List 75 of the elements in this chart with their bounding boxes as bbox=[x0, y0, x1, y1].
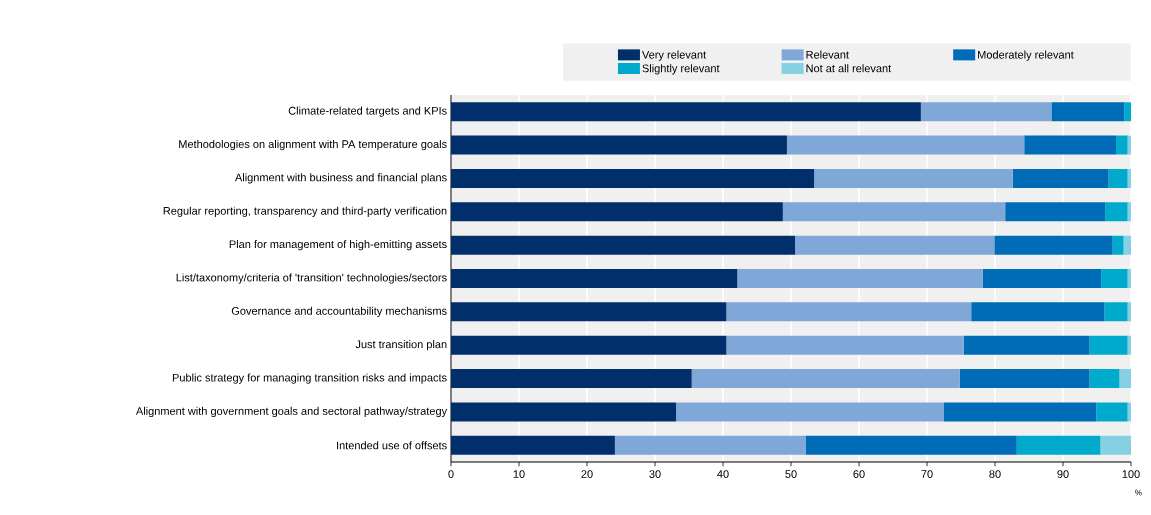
bar bbox=[451, 402, 677, 422]
y-tick-label: Plan for management of high-emitting assets bbox=[229, 240, 447, 251]
y-tick-label: Alignment with business and financial plans bbox=[234, 173, 447, 184]
bar bbox=[691, 369, 960, 389]
bar bbox=[1105, 202, 1128, 222]
bar bbox=[1051, 102, 1125, 122]
bar bbox=[982, 269, 1102, 288]
bar bbox=[451, 269, 738, 288]
bar bbox=[1108, 168, 1128, 188]
bar bbox=[1104, 302, 1128, 322]
bar bbox=[451, 168, 815, 188]
x-axis-title: % bbox=[1135, 489, 1142, 496]
bar bbox=[451, 302, 727, 322]
bar bbox=[451, 435, 615, 455]
legend-label: Not at all relevant bbox=[806, 64, 892, 73]
bar bbox=[795, 235, 995, 255]
x-tick-label: 70 bbox=[921, 470, 933, 478]
bar bbox=[1016, 435, 1101, 455]
bar bbox=[1089, 369, 1120, 389]
bar bbox=[1124, 102, 1131, 122]
bar bbox=[737, 269, 983, 288]
x-tick-label: 80 bbox=[989, 470, 1001, 478]
bar bbox=[782, 202, 1006, 222]
bar bbox=[1101, 269, 1128, 288]
y-tick-label: Climate-related targets and KPIs bbox=[288, 106, 447, 117]
bar bbox=[1116, 135, 1128, 155]
bar bbox=[726, 335, 964, 355]
y-tick-label: Intended use of offsets bbox=[337, 441, 447, 450]
y-tick-label: Methodologies on alignment with PA temperature goals bbox=[179, 139, 447, 151]
y-tick-label: Regular reporting, transparency and third-party verification bbox=[163, 206, 447, 217]
bar bbox=[1123, 235, 1131, 255]
bar bbox=[1005, 202, 1106, 222]
bar bbox=[1100, 435, 1131, 455]
x-tick-label: 50 bbox=[785, 470, 797, 478]
bar bbox=[814, 168, 1013, 188]
bar bbox=[614, 435, 806, 455]
bar bbox=[451, 369, 692, 389]
bar bbox=[1119, 369, 1131, 389]
y-tick-label: Just transition plan bbox=[355, 340, 447, 351]
legend-label: Moderately relevant bbox=[978, 50, 1074, 61]
bar bbox=[451, 202, 783, 222]
bar bbox=[971, 302, 1105, 322]
x-tick-label: 60 bbox=[853, 470, 865, 478]
x-tick-label: 30 bbox=[649, 470, 661, 478]
bar bbox=[944, 402, 1097, 422]
bar bbox=[676, 402, 944, 422]
x-tick-label: 20 bbox=[581, 470, 593, 478]
bar bbox=[805, 435, 1017, 455]
x-tick-label: 100 bbox=[1122, 470, 1140, 478]
bar bbox=[959, 369, 1090, 389]
bar bbox=[451, 235, 796, 255]
legend-label: Very relevant bbox=[642, 50, 707, 61]
x-tick-label: 90 bbox=[1057, 470, 1069, 478]
legend-label: Relevant bbox=[806, 50, 849, 59]
legend-label: Slightly relevant bbox=[642, 64, 720, 75]
bar bbox=[786, 135, 1025, 155]
bar bbox=[451, 102, 921, 122]
x-tick-label: 40 bbox=[717, 470, 729, 478]
bar bbox=[963, 335, 1090, 355]
bar bbox=[1024, 135, 1117, 155]
y-tick-label: Public strategy for managing transition risks and impacts bbox=[172, 373, 447, 384]
x-tick-label: 10 bbox=[513, 470, 525, 478]
bar bbox=[726, 302, 972, 322]
x-tick-label: 0 bbox=[448, 470, 454, 478]
bar bbox=[1012, 168, 1109, 188]
bar bbox=[1096, 402, 1128, 422]
bar bbox=[994, 235, 1113, 255]
bar bbox=[1089, 335, 1128, 355]
bar bbox=[920, 102, 1052, 122]
y-tick-label: Governance and accountability mechanisms bbox=[231, 306, 447, 317]
y-tick-label: List/taxonomy/criteria of 'transition' technologies/sectors bbox=[176, 273, 447, 284]
bar bbox=[1112, 235, 1124, 255]
bar bbox=[451, 335, 727, 355]
bar bbox=[451, 135, 787, 155]
y-tick-label: Alignment with government goals and sectoral pathway/strategy bbox=[135, 406, 448, 418]
